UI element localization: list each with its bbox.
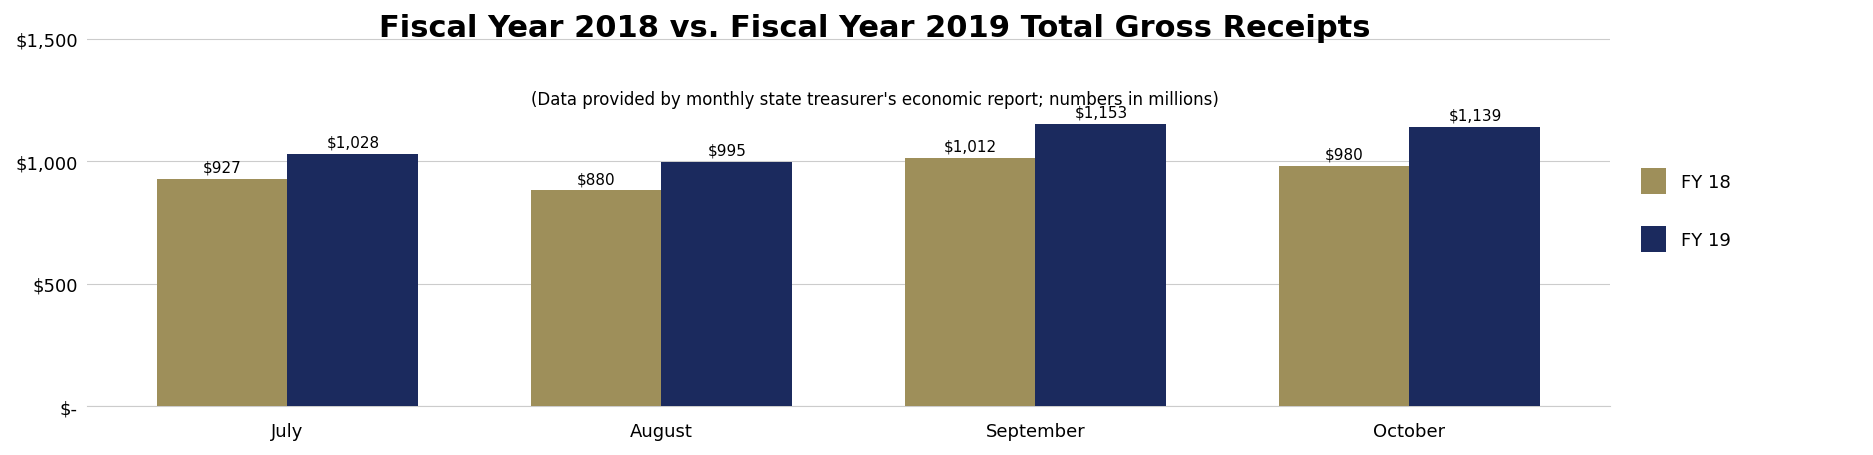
Bar [1408,128,1540,406]
Text: $927: $927 [202,160,242,175]
Bar [905,159,1036,406]
Text: $1,028: $1,028 [326,136,378,151]
Bar [1277,167,1408,406]
Text: $1,139: $1,139 [1448,108,1500,123]
Bar [287,155,418,406]
Bar [157,180,287,406]
Bar [661,163,792,406]
Bar [1036,124,1165,406]
Text: $995: $995 [708,143,745,158]
Text: Fiscal Year 2018 vs. Fiscal Year 2019 Total Gross Receipts: Fiscal Year 2018 vs. Fiscal Year 2019 To… [378,14,1371,43]
Text: $1,153: $1,153 [1073,105,1128,120]
Text: $880: $880 [577,172,614,187]
Text: $1,012: $1,012 [942,139,996,154]
Legend: FY 18, FY 19: FY 18, FY 19 [1633,162,1736,259]
Text: $980: $980 [1324,147,1364,162]
Bar [530,191,661,406]
Text: (Data provided by monthly state treasurer's economic report; numbers in millions: (Data provided by monthly state treasure… [530,91,1219,109]
